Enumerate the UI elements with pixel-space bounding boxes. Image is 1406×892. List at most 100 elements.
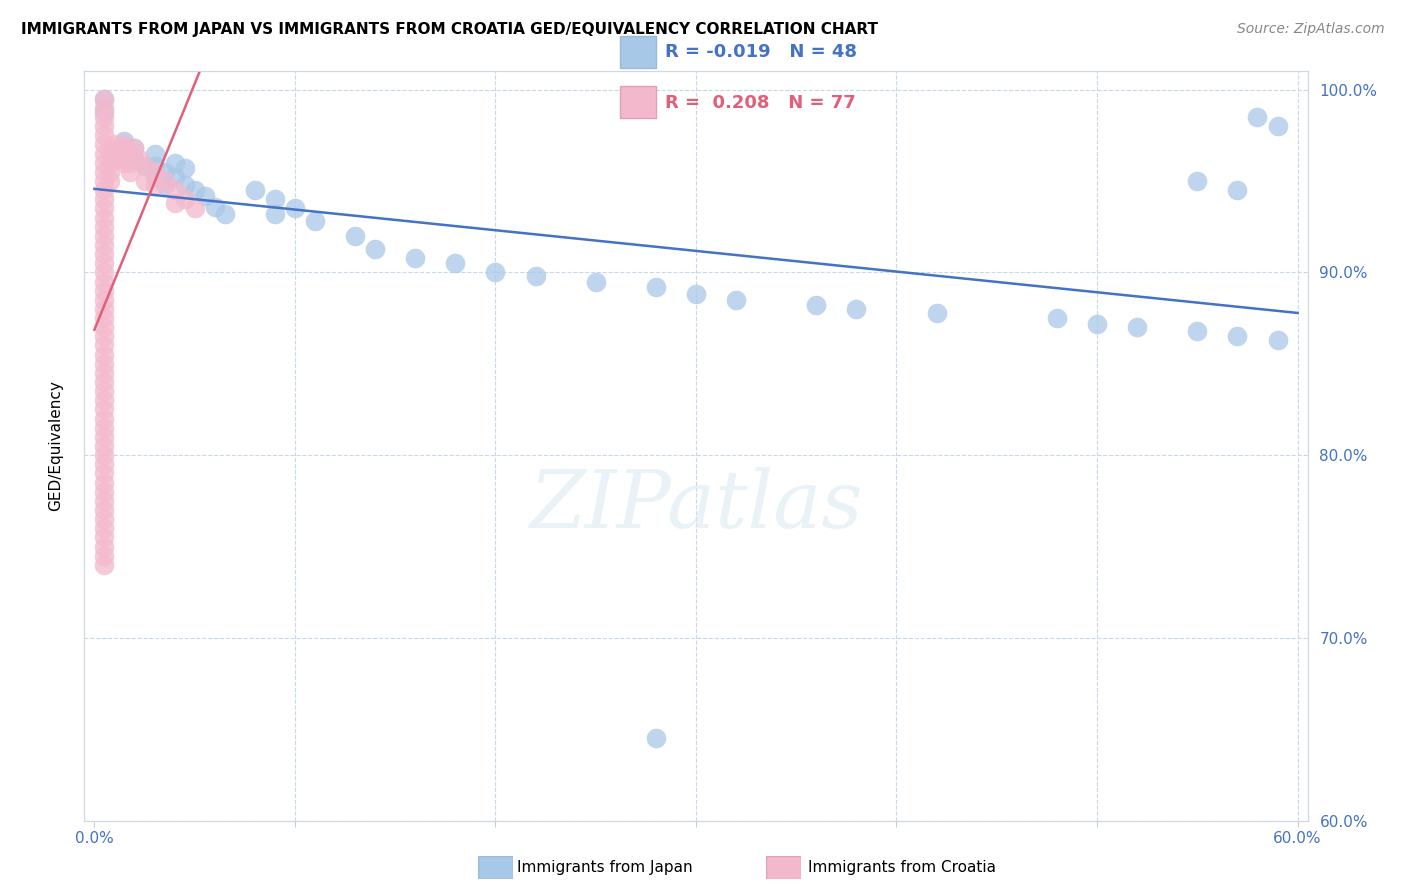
Point xyxy=(93,101,115,115)
Point xyxy=(93,540,115,554)
Point xyxy=(128,152,150,166)
Point xyxy=(1267,119,1289,133)
Point xyxy=(93,411,115,425)
Point xyxy=(304,214,326,228)
Point xyxy=(93,275,115,289)
Point xyxy=(93,512,115,526)
Point xyxy=(263,192,285,206)
Point xyxy=(1187,324,1209,338)
Point xyxy=(93,430,115,444)
Point xyxy=(100,165,122,179)
Point xyxy=(153,174,176,188)
Point xyxy=(1226,329,1249,343)
Point xyxy=(524,268,547,283)
Point xyxy=(100,146,122,161)
Point xyxy=(93,110,115,124)
Point xyxy=(93,384,115,399)
Point xyxy=(93,155,115,169)
Point xyxy=(93,521,115,535)
Point xyxy=(1126,320,1149,334)
Point xyxy=(114,146,136,161)
Point xyxy=(93,92,115,106)
Point xyxy=(107,152,129,166)
Point xyxy=(163,196,186,211)
Point xyxy=(93,228,115,243)
Point xyxy=(1246,110,1268,124)
Point xyxy=(163,155,186,169)
Point xyxy=(93,128,115,143)
Point xyxy=(93,484,115,499)
Y-axis label: GED/Equivalency: GED/Equivalency xyxy=(49,381,63,511)
Text: R = -0.019   N = 48: R = -0.019 N = 48 xyxy=(665,43,856,61)
Point xyxy=(183,183,205,197)
Point xyxy=(93,402,115,417)
Point xyxy=(93,293,115,307)
Point xyxy=(263,207,285,221)
Point xyxy=(93,211,115,225)
Point xyxy=(93,467,115,481)
Point xyxy=(103,137,125,152)
Point xyxy=(93,219,115,234)
Point xyxy=(93,238,115,252)
Point xyxy=(93,493,115,508)
Point xyxy=(93,393,115,408)
Point xyxy=(100,174,122,188)
Point xyxy=(93,338,115,352)
Point xyxy=(124,152,146,166)
Point xyxy=(93,256,115,270)
Point xyxy=(644,280,666,294)
Point xyxy=(114,137,136,152)
Point xyxy=(143,146,166,161)
Point xyxy=(183,202,205,216)
Bar xyxy=(620,86,655,118)
Text: R =  0.208   N = 77: R = 0.208 N = 77 xyxy=(665,95,855,112)
Text: Immigrants from Japan: Immigrants from Japan xyxy=(517,861,693,875)
Point xyxy=(143,165,166,179)
Point xyxy=(93,457,115,471)
Point xyxy=(444,256,467,270)
Point xyxy=(93,183,115,197)
Point xyxy=(93,137,115,152)
Text: Immigrants from Croatia: Immigrants from Croatia xyxy=(808,861,997,875)
Point xyxy=(685,287,707,301)
Point xyxy=(93,247,115,261)
Point xyxy=(93,329,115,343)
Point xyxy=(93,192,115,206)
Point xyxy=(93,320,115,334)
Point xyxy=(124,141,146,155)
Point xyxy=(93,475,115,490)
Point xyxy=(925,305,948,319)
Point xyxy=(194,188,217,202)
Point xyxy=(134,160,156,174)
Point xyxy=(153,178,176,192)
Point xyxy=(93,558,115,572)
Point xyxy=(93,530,115,544)
Point xyxy=(173,192,195,206)
Point xyxy=(93,375,115,389)
Text: IMMIGRANTS FROM JAPAN VS IMMIGRANTS FROM CROATIA GED/EQUIVALENCY CORRELATION CHA: IMMIGRANTS FROM JAPAN VS IMMIGRANTS FROM… xyxy=(21,22,879,37)
Point xyxy=(93,174,115,188)
Point xyxy=(107,141,129,155)
Point xyxy=(93,119,115,133)
Bar xyxy=(620,36,655,68)
Point xyxy=(364,242,387,256)
Point xyxy=(484,265,506,279)
Text: ZIPatlas: ZIPatlas xyxy=(529,467,863,545)
Point xyxy=(114,155,136,169)
Point xyxy=(585,275,607,289)
Point xyxy=(153,165,176,179)
Point xyxy=(93,284,115,298)
Point xyxy=(163,170,186,185)
Point xyxy=(103,146,125,161)
Point xyxy=(93,104,115,119)
Point xyxy=(93,265,115,279)
Point xyxy=(114,134,136,148)
Point xyxy=(93,146,115,161)
Point xyxy=(1226,183,1249,197)
Point xyxy=(143,178,166,192)
Point xyxy=(344,228,367,243)
Point xyxy=(93,311,115,326)
Point xyxy=(1046,311,1069,326)
Point xyxy=(143,170,166,185)
Point xyxy=(93,439,115,453)
